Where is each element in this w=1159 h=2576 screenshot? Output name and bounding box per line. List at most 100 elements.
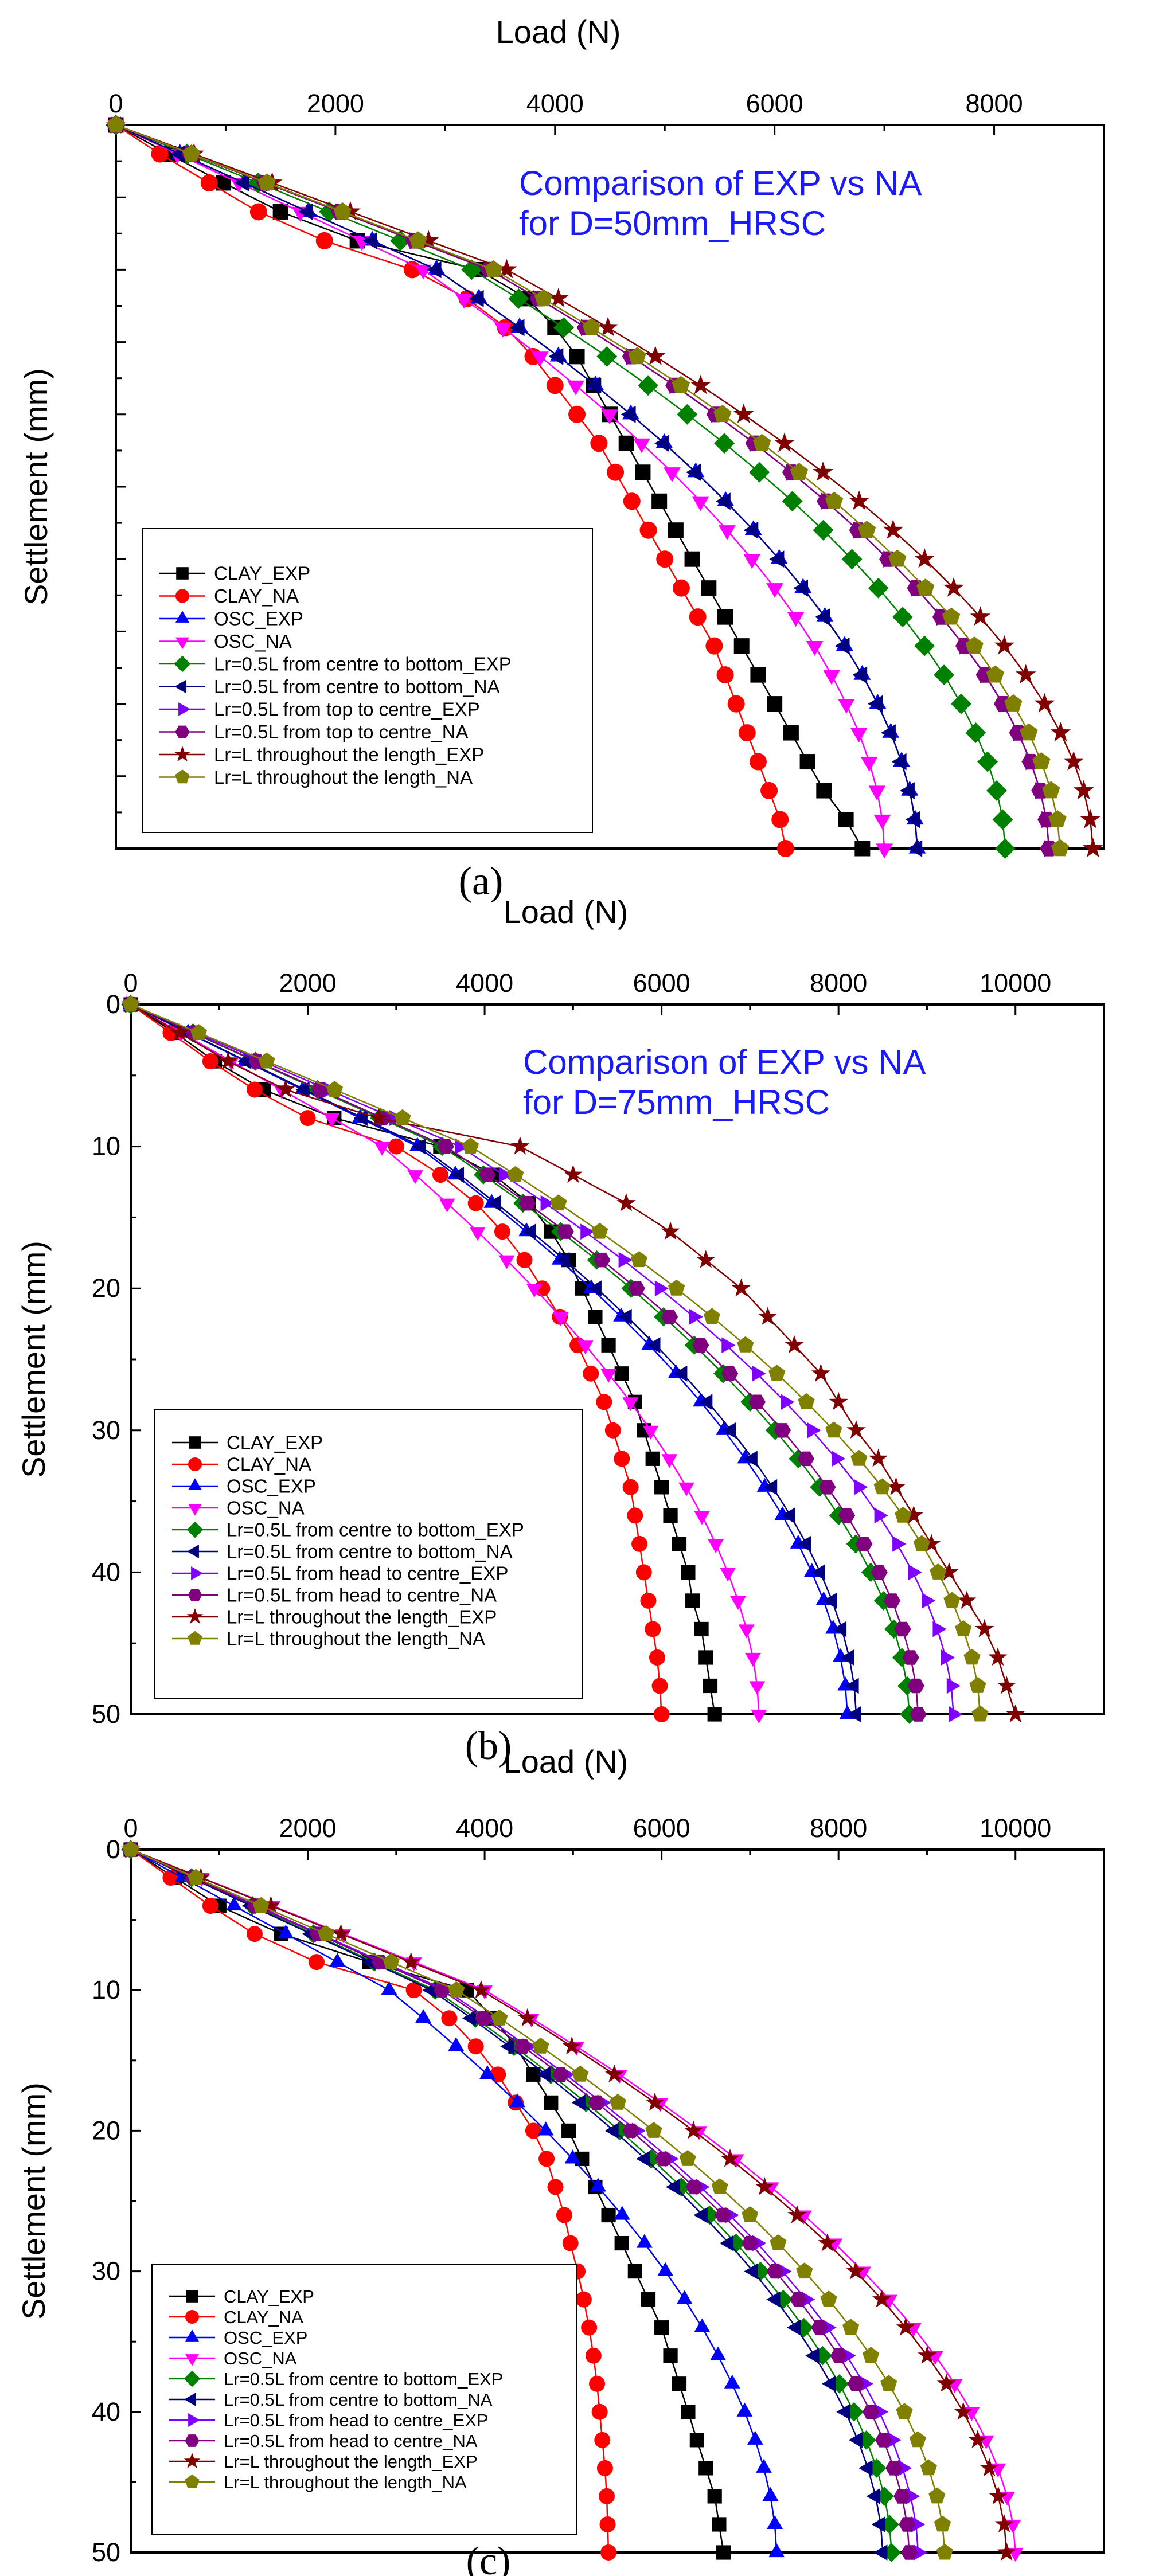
data-point xyxy=(731,1278,751,1297)
data-point xyxy=(989,2486,1008,2505)
data-point xyxy=(873,1478,891,1495)
data-point xyxy=(745,1652,761,1667)
data-point xyxy=(694,2318,711,2332)
data-point xyxy=(257,173,276,191)
data-point xyxy=(649,1649,665,1666)
data-point xyxy=(439,1198,455,1213)
data-point xyxy=(604,2064,624,2083)
data-point xyxy=(975,1619,994,1637)
data-point xyxy=(581,2319,598,2336)
legend-marker xyxy=(184,2370,201,2387)
data-point xyxy=(811,1363,830,1382)
legend-box xyxy=(154,1409,583,1699)
x-tick-label: 2000 xyxy=(279,968,336,998)
legend-entry: Lr=0.5L from centre to bottom_NA xyxy=(214,676,500,697)
data-point xyxy=(362,232,377,249)
data-point xyxy=(500,2038,514,2055)
data-point xyxy=(252,1897,270,1913)
data-point xyxy=(830,2348,848,2363)
data-point xyxy=(685,1593,700,1608)
data-point xyxy=(842,2347,856,2364)
chart-annotation: for D=50mm_HRSC xyxy=(519,204,826,243)
data-point xyxy=(653,1706,670,1722)
data-point xyxy=(630,1251,647,1268)
data-point xyxy=(887,2432,902,2448)
data-point xyxy=(1032,752,1051,769)
data-point xyxy=(698,1394,713,1410)
data-point xyxy=(871,2516,885,2532)
data-point xyxy=(261,1895,280,1914)
legend-box xyxy=(151,2264,577,2535)
data-point xyxy=(202,1053,218,1070)
data-point xyxy=(516,1252,533,1268)
data-point xyxy=(455,1138,469,1155)
data-point xyxy=(840,1649,854,1666)
data-point xyxy=(816,783,832,799)
data-point xyxy=(509,319,525,337)
legend-entry: CLAY_EXP xyxy=(227,1432,323,1453)
data-point xyxy=(693,2207,708,2223)
data-point xyxy=(955,1620,972,1636)
data-point xyxy=(577,1340,594,1355)
data-point xyxy=(994,2514,1014,2533)
data-point xyxy=(724,2374,740,2389)
data-point xyxy=(598,316,618,337)
x-tick-label: 0 xyxy=(108,89,123,118)
data-point xyxy=(713,405,732,423)
data-point xyxy=(663,467,681,482)
data-point xyxy=(965,722,986,744)
data-point xyxy=(943,577,964,597)
data-point xyxy=(331,1924,351,1942)
data-point xyxy=(712,2517,727,2532)
data-point xyxy=(596,1394,612,1410)
data-point xyxy=(668,1279,685,1296)
data-point xyxy=(721,1337,736,1354)
x-tick-label: 10000 xyxy=(980,968,1051,998)
panel-label: (c) xyxy=(466,2539,511,2576)
data-point xyxy=(822,2375,836,2392)
data-point xyxy=(854,1479,868,1495)
data-point xyxy=(510,1136,530,1155)
data-point xyxy=(654,1280,669,1297)
data-point xyxy=(914,2544,928,2561)
data-point xyxy=(727,695,745,713)
data-point xyxy=(771,811,789,828)
data-point xyxy=(673,1365,688,1382)
legend-entry: CLAY_NA xyxy=(214,585,299,607)
x-axis-label: Load (N) xyxy=(504,1744,629,1780)
data-point xyxy=(614,1451,630,1467)
data-point xyxy=(872,2289,892,2308)
data-point xyxy=(957,1590,977,1609)
data-point xyxy=(548,347,564,365)
data-point xyxy=(627,1507,643,1524)
data-point xyxy=(698,1650,713,1665)
data-point xyxy=(641,2292,656,2307)
data-point xyxy=(894,1621,911,1637)
data-point xyxy=(875,2403,889,2420)
series-2 xyxy=(123,1842,617,2561)
chart-annotation: Comparison of EXP vs NA xyxy=(519,164,922,202)
data-point xyxy=(762,2487,779,2501)
legend-marker xyxy=(188,2413,200,2427)
data-point xyxy=(333,202,352,220)
data-point xyxy=(639,521,657,539)
data-point xyxy=(107,115,125,133)
data-point xyxy=(401,1952,421,1971)
data-point xyxy=(202,1898,218,1914)
data-point xyxy=(561,2123,576,2138)
data-point xyxy=(825,1421,842,1438)
legend-entry: OSC_NA xyxy=(214,631,292,652)
legend-entry: Lr=0.5L from head to centre_EXP xyxy=(227,1563,508,1584)
data-point xyxy=(862,2405,880,2419)
data-point xyxy=(896,2317,915,2336)
data-point xyxy=(720,1568,736,1582)
data-point xyxy=(258,1052,275,1069)
data-point xyxy=(820,2290,837,2307)
data-point xyxy=(588,2095,606,2110)
data-point xyxy=(742,2206,759,2222)
data-point xyxy=(594,2432,611,2448)
legend-entry: CLAY_EXP xyxy=(214,563,310,584)
data-point xyxy=(635,1564,652,1581)
data-point xyxy=(869,1448,888,1467)
data-point xyxy=(635,464,651,480)
